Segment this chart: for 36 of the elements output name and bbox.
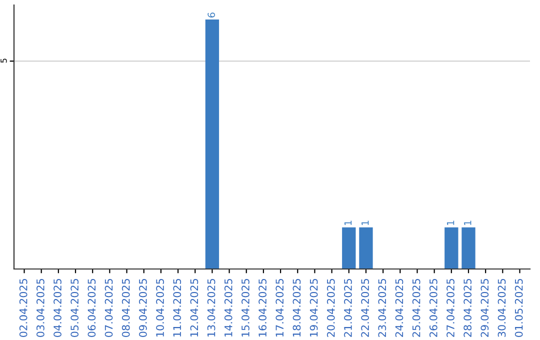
y-tick-label: 5 <box>0 58 7 63</box>
x-tick-label: 27.04.2025 <box>446 278 454 337</box>
x-tick-label: 03.04.2025 <box>36 278 44 337</box>
x-tick-label: 22.04.2025 <box>361 278 369 337</box>
x-tick-label: 01.05.2025 <box>514 278 523 337</box>
x-tick-label: 29.04.2025 <box>480 278 489 337</box>
x-tick-label: 12.04.2025 <box>190 278 198 337</box>
x-tick-label: 04.04.2025 <box>54 278 62 337</box>
data-label: 1 <box>447 220 454 225</box>
x-tick-label: 26.04.2025 <box>429 278 438 337</box>
x-tick-label: 24.04.2025 <box>395 278 404 337</box>
x-tick-label: 19.04.2025 <box>310 278 318 337</box>
x-tick-label: 07.04.2025 <box>104 278 113 337</box>
x-tick-label: 10.04.2025 <box>156 278 164 337</box>
x-tick-label: 05.04.2025 <box>70 278 79 337</box>
x-tick-label: 06.04.2025 <box>88 278 96 337</box>
x-tick-label: 28.04.2025 <box>464 278 472 337</box>
x-tick-label: 02.04.2025 <box>19 278 28 337</box>
x-tick-label: 23.04.2025 <box>378 278 386 337</box>
x-tick-label: 15.04.2025 <box>242 278 250 337</box>
x-tick-label: 14.04.2025 <box>224 278 232 337</box>
x-tick-label: 17.04.2025 <box>276 278 284 337</box>
data-label: 6 <box>208 12 216 18</box>
x-tick-label: 20.04.2025 <box>326 278 335 337</box>
data-label: 1 <box>362 220 369 225</box>
x-tick-label: 21.04.2025 <box>344 278 352 337</box>
x-tick-label: 25.04.2025 <box>412 278 420 337</box>
x-tick-label: 18.04.2025 <box>292 278 301 337</box>
x-tick-label: 16.04.2025 <box>258 278 266 337</box>
x-tick-label: 09.04.2025 <box>139 278 147 337</box>
x-tick-label: 11.04.2025 <box>173 278 182 337</box>
x-tick-label: 13.04.2025 <box>207 278 216 337</box>
data-label: 1 <box>464 220 472 225</box>
data-label: 1 <box>344 220 352 225</box>
x-tick-label: 30.04.2025 <box>498 278 506 337</box>
x-tick-label: 08.04.2025 <box>122 278 130 337</box>
